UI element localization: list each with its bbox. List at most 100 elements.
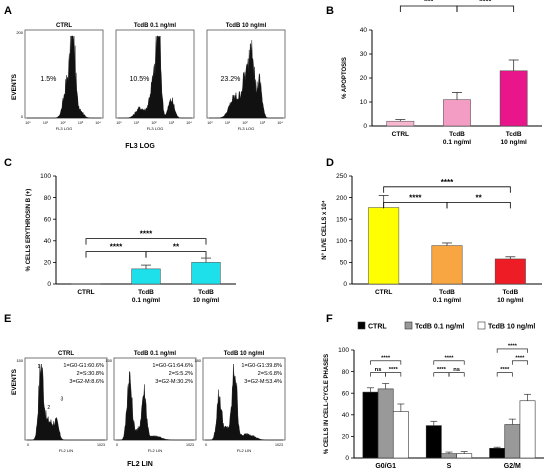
panel-a-y-axis-label: EVENTS [11,73,18,100]
bar-2 [499,70,528,127]
peak-label-0-1: 2 [47,405,50,411]
significance-bracket-1 [385,372,402,377]
significance-label-0: **** [110,243,123,252]
hist-xtick-min-2: 0 [205,443,207,447]
significance-label-6: **** [500,367,510,373]
histogram-trace-2 [205,363,283,441]
significance-label-3: **** [437,367,447,373]
hist-xlabel-1: FL2 LIN [148,448,162,453]
hist-title-2: TcdB 10 ng/ml [224,351,265,357]
y-tick-label: 10 [360,99,368,106]
y-tick-label: 40 [342,412,350,419]
hist-xtick-0-0: 10⁰ [25,121,31,125]
y-axis-label: % CELLS ERYTHROSIN B (+) [26,189,32,272]
legend-label-0: CTRL [368,324,387,331]
phase-percentage-0-2: 3=G2-M:8.6% [69,379,104,385]
hist-title-1: TcdB 0.1 ng/ml [134,351,177,357]
significance-label-0: ns [375,367,382,373]
bar-2-1 [456,453,473,459]
significance-label-4: ns [453,367,460,373]
hist-percentage-0: 1.5% [40,76,56,83]
x-tick-label-2: TcdB [502,289,518,296]
y-tick-label: 80 [44,195,52,202]
peak-label-0-0: 1 [38,364,41,370]
phase-percentage-0-0: 1=G0-G1:60.6% [63,363,104,369]
x-tick-label-1: TcdB [138,289,154,296]
hist-xlabel-2: FL3 LOG [238,126,254,131]
bar-2-0 [392,411,409,459]
histogram-trace-0 [27,363,105,441]
bar-1-0 [377,388,394,459]
bar-1 [431,245,463,285]
bar-2-2 [519,400,536,459]
histogram-trace-0 [27,35,101,119]
x-tick-label-2: TcdB [506,131,522,138]
x-tick-label-1: 0.1 ng/ml [443,139,471,146]
y-tick-label: 100 [40,173,51,180]
bar-1-2 [504,424,521,459]
panel-b-letter: B [326,5,334,17]
x-tick-label-1: TcdB [449,131,465,138]
panel-d-letter: D [326,157,334,169]
y-tick-label: 20 [360,75,368,82]
significance-bracket-1 [456,5,515,12]
significance-bracket-5 [433,360,465,365]
significance-label-2: **** [441,178,454,187]
bar-1 [131,268,161,285]
panel-a-x-axis-label: FL3 LOG [125,143,155,150]
y-axis-label: % CELLS IN CELL-CYCLE PHASES [324,354,330,454]
bar-0 [386,120,415,127]
significance-bracket-2 [370,360,402,365]
bar-0 [368,207,400,285]
hist-xlabel-0: FL2 LIN [59,448,73,453]
x-tick-label-2: 10 ng/ml [500,139,527,146]
y-axis-label: % APOPTOSIS [342,57,348,99]
hist-xtick-2-0: 10⁰ [207,121,213,125]
x-tick-label-2: 10 ng/ml [193,297,220,304]
histogram-trace-1 [116,370,194,441]
y-tick-label: 100 [338,347,349,354]
panel-e-x-axis-label: FL2 LIN [127,461,153,468]
hist-xtick-min-1: 0 [116,443,118,447]
y-tick-label: 20 [44,260,52,267]
panel-a-letter: A [4,5,12,17]
bar-1 [443,99,471,127]
phase-percentage-2-0: 1=G0-G1:39.8% [241,363,282,369]
significance-bracket-0 [85,251,147,258]
hist-xtick-2-4: 10⁴ [277,121,283,125]
significance-bracket-4 [448,372,465,377]
hist-xtick-0-4: 10⁴ [95,121,101,125]
significance-label-0: *** [424,0,434,6]
hist-xtick-2-1: 10¹ [225,121,231,125]
panel-f-letter: F [326,313,333,325]
x-tick-label-1: S [447,463,452,470]
significance-bracket-1 [446,201,511,209]
significance-bracket-6 [496,372,513,377]
hist-xtick-1-4: 10⁴ [186,121,192,125]
panel-c-letter: C [4,157,12,169]
hist-xlabel-2: FL2 LIN [237,448,251,453]
hist-xtick-1-0: 10⁰ [116,121,122,125]
hist-ytick-max-0: 150 [16,358,23,363]
significance-label-7: **** [515,355,525,361]
hist-xtick-1-1: 10¹ [134,121,140,125]
significance-bracket-1 [145,251,207,258]
x-tick-label-0: CTRL [375,289,392,296]
y-tick-label: 50 [340,260,348,267]
bar-2 [494,258,526,285]
x-tick-label-0: CTRL [392,131,409,138]
significance-bracket-3 [433,372,450,377]
y-tick-label: 40 [360,27,368,34]
hist-xtick-max-2: 1023 [275,443,283,447]
x-tick-label-1: TcdB [439,289,455,296]
significance-bracket-2 [383,186,511,193]
panel-c-chart: C % CELLS ERYTHROSIN B (+) 0 20 40 60 80 100 CTR… [4,157,236,304]
hist-title-1: TcdB 0.1 ng/ml [134,23,177,29]
phase-percentage-2-2: 3=G2-M:53.4% [244,379,282,385]
x-tick-label-2: 10 ng/ml [497,297,524,304]
y-tick-label: 0 [363,123,367,130]
